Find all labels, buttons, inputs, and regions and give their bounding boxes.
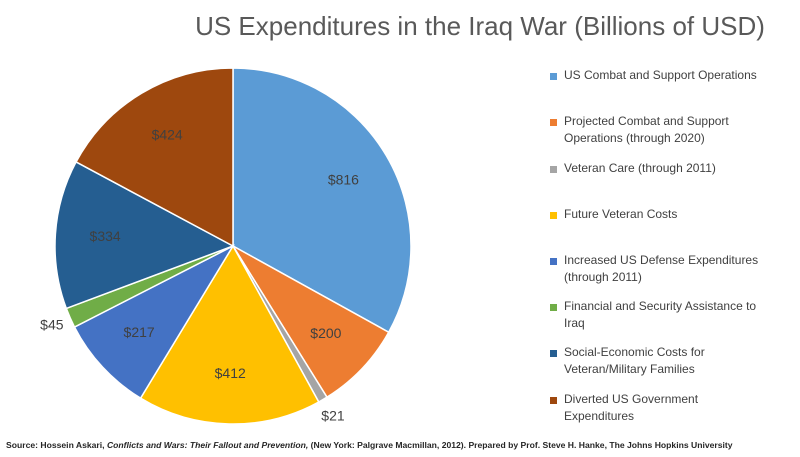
data-label: $412 (215, 365, 246, 381)
legend-label: Financial and Security Assistance to Ira… (564, 299, 757, 330)
pie-slice (139, 244, 320, 425)
legend-label: Diverted US Government Expenditures (564, 392, 699, 423)
legend-swatch (550, 304, 557, 311)
pie-slice (75, 67, 234, 248)
pie-slice (232, 67, 412, 334)
source-text: (New York: Palgrave Macmillan, 2012). Pr… (308, 440, 733, 450)
data-label: $424 (152, 127, 183, 143)
legend-swatch (550, 166, 557, 173)
pie-slice (73, 244, 236, 400)
legend-label: Projected Combat and Support Operations … (564, 114, 729, 145)
legend-label: Social-Economic Costs for Veteran/Milita… (564, 345, 705, 376)
legend-swatch (550, 73, 557, 80)
legend-swatch (550, 258, 557, 265)
legend-label: Veteran Care (through 2011) (564, 161, 716, 175)
data-label: $334 (90, 228, 121, 244)
chart-title: US Expenditures in the Iraq War (Billion… (195, 11, 765, 41)
legend-label: Increased US Defense Expenditures (throu… (564, 253, 759, 284)
legend-label: Future Veteran Costs (564, 207, 678, 221)
data-label: $217 (124, 324, 155, 340)
legend-swatch (550, 397, 557, 404)
source-text: Source: Hossein Askari, (6, 440, 107, 450)
legend-swatch (550, 212, 557, 219)
data-label: $45 (40, 317, 64, 333)
pie-slice (230, 243, 390, 399)
source-book: Conflicts and Wars: Their Fallout and Pr… (106, 440, 309, 450)
source-note: Source: Hossein Askari, Conflicts and Wa… (6, 440, 733, 450)
pie-slice (54, 160, 235, 310)
legend-swatch (550, 350, 557, 357)
data-label: $816 (328, 172, 359, 188)
data-label: $21 (321, 408, 345, 424)
legend-label: US Combat and Support Operations (564, 68, 757, 82)
data-label: $200 (310, 325, 341, 341)
legend-swatch (550, 119, 557, 126)
